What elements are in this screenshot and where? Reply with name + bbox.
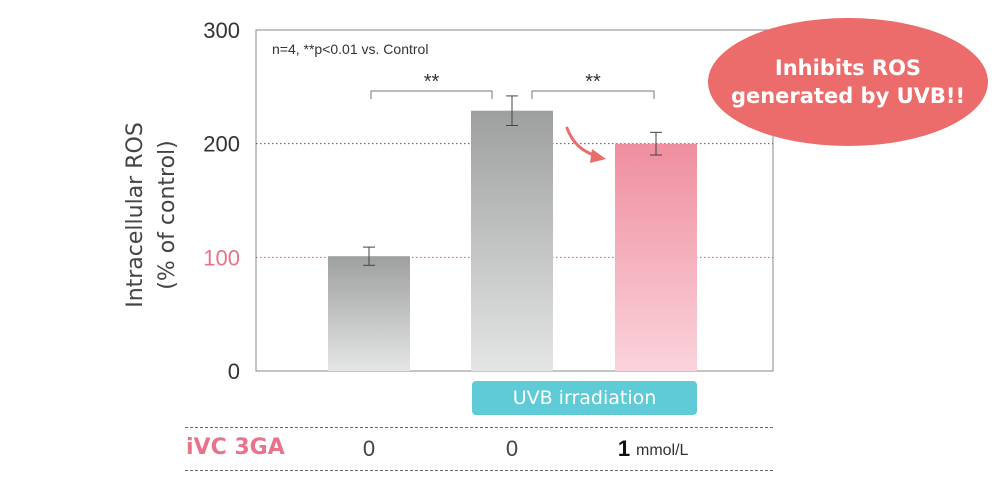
error-bar-3 — [650, 131, 662, 156]
divider-bottom — [185, 470, 773, 471]
divider-top — [185, 427, 773, 428]
y-axis-label-line2: (% of control) — [155, 140, 180, 290]
significance-bracket-2: ** — [531, 71, 655, 99]
error-bars — [363, 95, 662, 266]
bars — [328, 110, 697, 371]
treatment-value-1: 0 — [362, 436, 376, 461]
error-bar-2 — [506, 95, 518, 126]
significance-brackets: ** ** — [370, 71, 655, 99]
chart-annotation: n=4, **p<0.01 vs. Control — [272, 41, 428, 57]
callout-bubble: Inhibits ROS generated by UVB!! — [708, 18, 988, 146]
significance-label-1: ** — [424, 71, 440, 93]
treatment-label: iVC 3GA — [186, 435, 285, 460]
y-axis-label-line1: Intracellular ROS — [123, 122, 148, 308]
significance-bracket-1: ** — [370, 71, 493, 99]
bar-1 — [328, 256, 410, 371]
bar-3 — [615, 143, 697, 371]
callout-line2: generated by UVB!! — [730, 84, 966, 108]
treatment-value-2: 0 — [505, 436, 519, 461]
y-tick-label-300: 300 — [203, 18, 240, 43]
y-tick-label-0: 0 — [228, 359, 240, 384]
treatment-value-3: 1 — [617, 436, 631, 461]
annotation-text: n=4, **p<0.01 vs. Control — [272, 41, 428, 57]
bar-2 — [471, 110, 553, 371]
error-bar-1 — [363, 246, 375, 266]
treatment-unit: mmol/L — [636, 442, 689, 459]
callout-line1: Inhibits ROS — [774, 56, 922, 80]
uvb-irradiation-label: UVB irradiation — [472, 381, 697, 415]
y-tick-label-200: 200 — [203, 132, 240, 157]
y-tick-labels: 0 100 200 300 — [203, 18, 240, 384]
decrease-arrow-icon — [565, 126, 606, 163]
y-tick-label-100: 100 — [203, 245, 240, 270]
y-axis-label: Intracellular ROS (% of control) — [70, 80, 270, 350]
significance-label-2: ** — [585, 71, 601, 93]
